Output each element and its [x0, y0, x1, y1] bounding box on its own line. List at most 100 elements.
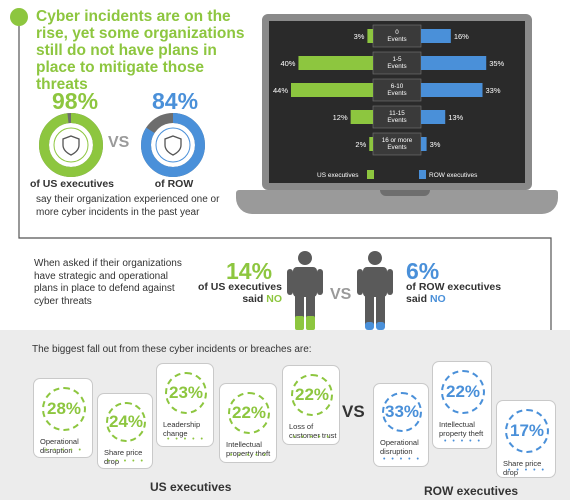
legend-row-label: ROW executives — [429, 172, 478, 179]
row-bar — [421, 29, 451, 43]
dashed-ring — [382, 392, 422, 432]
legend-us-swatch — [367, 170, 374, 179]
us-fallout-pct: 22% — [231, 403, 267, 422]
us-bar — [298, 56, 373, 70]
us-incident-label: of US executives — [29, 178, 115, 190]
row-donut — [141, 113, 205, 177]
shield-icon — [164, 135, 182, 156]
us-fallout-label: Intellectual property theft — [226, 440, 271, 458]
row-person-icon — [357, 251, 393, 330]
row-fallout-card: 22% Intellectual property theft • • • • • — [432, 361, 492, 449]
row-fallout-label: Share price drop — [503, 459, 542, 477]
card-dots: • • • • • — [443, 438, 483, 445]
us-fallout-label: Share price drop — [104, 448, 143, 466]
us-group-label: US executives — [150, 480, 232, 494]
us-bar — [369, 137, 373, 151]
events-chart: 0 Events 3% 16% 1-5 Events 40% 35% 6-10 Events 44%… — [273, 24, 505, 179]
legend-row-swatch — [419, 170, 426, 179]
dashed-ring — [441, 370, 485, 414]
card-dots: • • • • • — [382, 456, 422, 463]
row-bar — [421, 56, 487, 70]
us-no-line1: of US executives — [197, 281, 282, 293]
us-data-label: 3% — [354, 32, 365, 41]
us-fallout-card: 22% Loss of customer trust • • • • • — [282, 365, 340, 445]
row-incident-label: of ROW — [154, 178, 194, 190]
vs-label-top: VS — [108, 134, 130, 151]
us-fallout-label: Loss of customer trust — [289, 422, 337, 440]
category-label: 11-15 Events — [387, 110, 406, 124]
row-group-label: ROW executives — [424, 484, 519, 498]
us-fallout-pct: 24% — [108, 412, 144, 431]
row-bar — [421, 83, 483, 97]
row-data-label: 35% — [489, 59, 504, 68]
shield-icon — [62, 135, 80, 156]
us-no-label: of US executives said NO — [186, 281, 282, 305]
row-fallout-label: Operational disruption — [380, 438, 419, 456]
us-data-label: 44% — [273, 86, 288, 95]
us-fallout-card: 24% Share price drop • • • • • — [97, 393, 153, 469]
legend-us-label: US executives — [317, 172, 359, 179]
us-data-label: 40% — [280, 59, 295, 68]
row-no-pct: 6% — [406, 258, 440, 284]
category-label: 16 or more Events — [382, 137, 413, 151]
us-fallout-pct: 22% — [294, 385, 330, 404]
card-dots: • • • • • — [166, 436, 206, 443]
row-no-line2: said NO — [406, 293, 516, 305]
row-fallout-pct: 17% — [509, 421, 545, 440]
category-label: 0 Events — [387, 29, 406, 43]
dashed-ring — [228, 392, 270, 434]
us-fallout-pct: 23% — [168, 383, 204, 402]
us-fallout-card: 23% Leadership change • • • • • — [156, 363, 214, 447]
dashed-ring — [291, 374, 333, 416]
row-data-label: 13% — [448, 113, 463, 122]
dashed-ring — [106, 402, 146, 442]
us-fallout-card: 28% Operational disruption • • • • • — [33, 378, 93, 458]
row-bar — [421, 137, 427, 151]
us-bar — [291, 83, 373, 97]
us-fallout-pct: 28% — [46, 399, 82, 418]
us-person-icon — [287, 251, 323, 330]
us-donut — [39, 113, 103, 177]
dashed-ring — [42, 387, 86, 431]
row-no-word: NO — [429, 293, 446, 305]
card-dots: • • • • • — [229, 452, 269, 459]
card-dots: • • • • • — [44, 447, 84, 454]
row-no-label: of ROW executives said NO — [406, 281, 516, 305]
card-dots: • • • • • — [507, 467, 547, 474]
us-fallout-label: Operational disruption — [40, 437, 79, 455]
vs-label-plans: VS — [330, 286, 352, 303]
us-fallout-label: Leadership change — [163, 420, 201, 438]
row-data-label: 3% — [430, 140, 441, 149]
card-dots: • • • • • — [106, 458, 146, 465]
card-dots: • • • • • — [292, 434, 332, 441]
row-no-line1: of ROW executives — [406, 281, 502, 293]
category-label: 1-5 Events — [387, 56, 406, 70]
us-incident-pct: 98% — [52, 88, 99, 114]
row-fallout-pct: 22% — [445, 382, 481, 401]
row-data-label: 16% — [454, 32, 469, 41]
dashed-ring — [165, 372, 207, 414]
us-no-pct: 14% — [226, 258, 273, 284]
row-fallout-label: Intellectual property theft — [439, 420, 484, 438]
headline: Cyber incidents are on the rise, yet som… — [36, 8, 245, 93]
us-no-word: NO — [266, 293, 282, 305]
category-label: 6-10 Events — [387, 83, 406, 97]
row-bar — [421, 110, 446, 124]
incident-caption: say their organization experienced one o… — [36, 194, 220, 218]
row-incident-pct: 84% — [152, 88, 199, 114]
laptop-notch — [380, 190, 430, 196]
us-bar — [350, 110, 373, 124]
row-no-prefix: said — [406, 293, 430, 305]
us-data-label: 2% — [355, 140, 366, 149]
row-fallout-card: 33% Operational disruption • • • • • — [373, 383, 429, 467]
plans-question: When asked if their organizations have s… — [34, 258, 182, 307]
row-fallout-pct: 33% — [384, 402, 420, 421]
vs-label-fallout: VS — [342, 402, 365, 421]
us-data-label: 12% — [333, 113, 348, 122]
row-fallout-card: 17% Share price drop • • • • • — [496, 400, 556, 478]
us-no-prefix: said — [242, 293, 267, 305]
row-data-label: 33% — [486, 86, 501, 95]
fallout-title: The biggest fall out from these cyber in… — [32, 344, 312, 355]
dashed-ring — [505, 409, 549, 453]
us-fallout-card: 22% Intellectual property theft • • • • • — [219, 383, 277, 463]
